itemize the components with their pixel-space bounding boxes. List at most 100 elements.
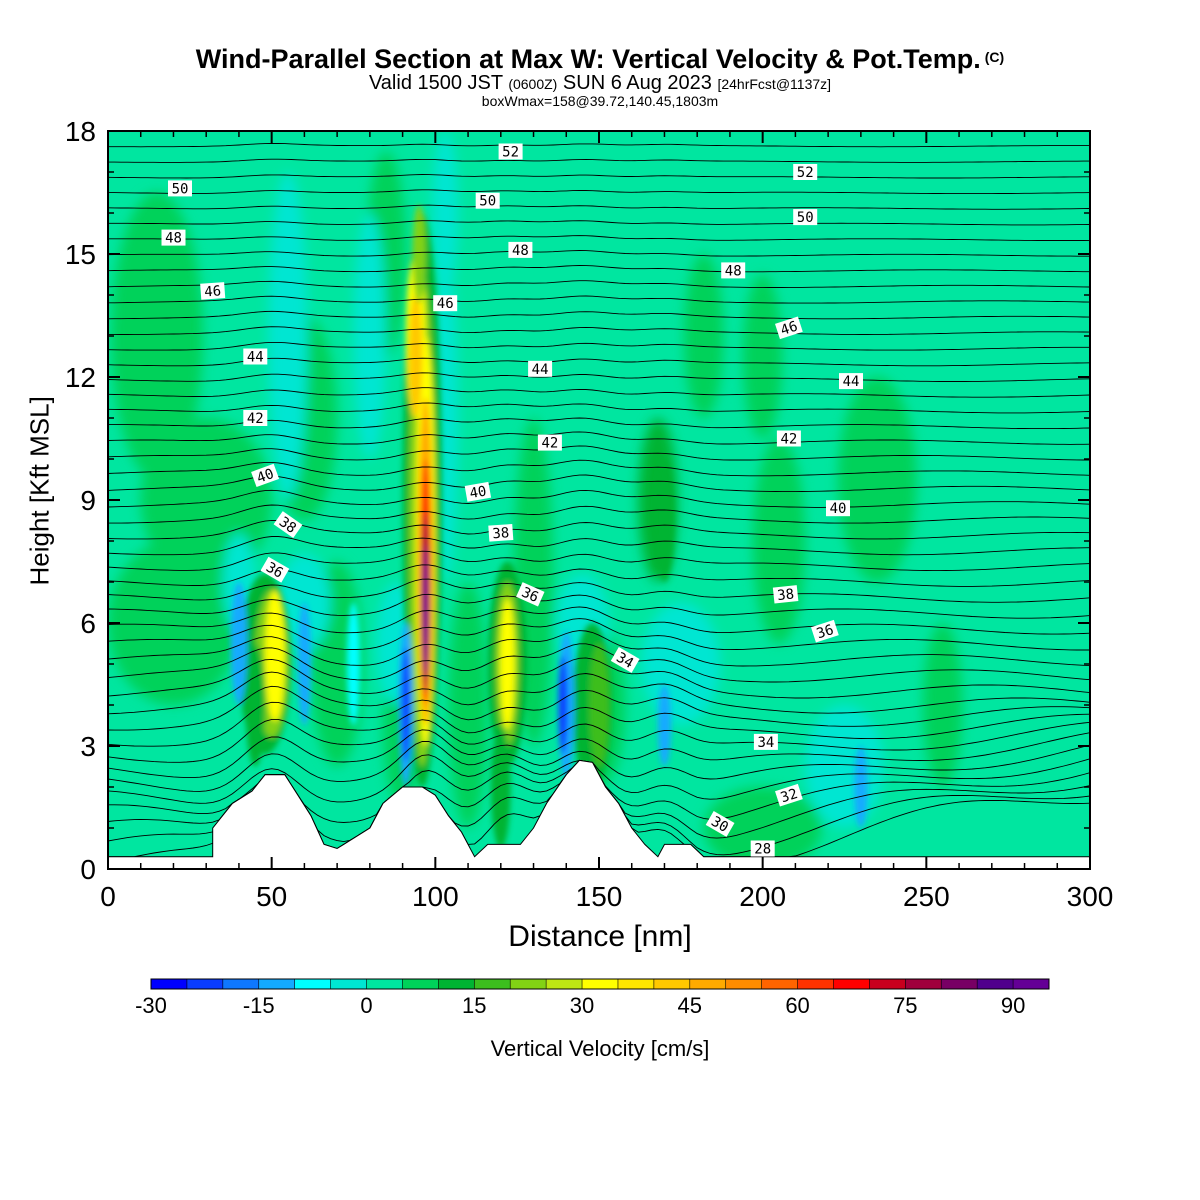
theta-label-box	[775, 783, 803, 807]
colorbar-swatch	[510, 979, 547, 989]
theta-contour-16	[108, 593, 1090, 619]
colorbar-swatch	[941, 979, 978, 989]
x-axis-label: Distance [nm]	[508, 920, 692, 953]
theta-contour-19	[108, 550, 1090, 572]
colorbar-swatch	[618, 979, 655, 989]
theta-contour-36	[108, 295, 1090, 304]
y-axis-label: Height [Kft MSL]	[24, 396, 55, 586]
velocity-field	[108, 131, 1090, 869]
chart-title: Wind-Parallel Section at Max W: Vertical…	[0, 44, 1200, 75]
theta-label-text: 36	[815, 622, 836, 642]
y-tick-label: 6	[80, 608, 96, 639]
colorbar-tick-label: 45	[678, 993, 702, 1018]
theta-label-box	[243, 410, 268, 426]
x-tick-label: 250	[903, 881, 950, 912]
colorbar-title: Vertical Velocity [cm/s]	[490, 1036, 710, 1061]
theta-label-text: 40	[468, 483, 487, 502]
theta-label-box	[200, 282, 226, 300]
theta-label-text: 46	[437, 296, 454, 312]
theta-contour-32	[108, 357, 1090, 367]
theta-label-box	[243, 348, 268, 365]
subtitle-utc: (0600Z)	[508, 76, 558, 92]
colorbar-swatch	[222, 979, 260, 989]
theta-label-box	[273, 511, 303, 539]
theta-label-34: 34	[610, 646, 640, 673]
colorbar-tick-label: -30	[135, 993, 167, 1018]
y-tick-label: 0	[80, 854, 96, 885]
field-core-16	[500, 598, 515, 730]
theta-label-box	[705, 810, 735, 837]
theta-label-text: 48	[165, 231, 182, 247]
theta-contour-27	[108, 431, 1090, 445]
terrain-profile	[107, 759, 1091, 870]
theta-label-50: 50	[475, 192, 500, 210]
theta-label-50: 50	[793, 209, 818, 226]
x-tick-label: 200	[739, 881, 786, 912]
theta-label-text: 36	[263, 559, 286, 581]
theta-label-text: 42	[780, 432, 797, 448]
theta-label-box	[537, 434, 562, 451]
theta-label-44: 44	[839, 373, 863, 390]
colorbar-tick-label: -15	[243, 993, 275, 1018]
subtitle-valid: Valid 1500 JST	[368, 72, 503, 94]
theta-label-box	[610, 646, 640, 673]
theta-label-text: 52	[797, 165, 814, 181]
theta-label-44: 44	[528, 360, 553, 378]
y-tick-label: 15	[65, 239, 96, 270]
theta-label-38: 38	[273, 511, 303, 539]
theta-label-40: 40	[251, 463, 280, 488]
theta-label-38: 38	[772, 585, 799, 604]
colorbar-swatch	[402, 979, 439, 989]
field-core-22	[401, 647, 410, 763]
y-tick-label: 3	[80, 731, 96, 762]
chart-subtitle: Valid 1500 JST (0600Z) SUN 6 Aug 2023 [2…	[0, 72, 1200, 95]
field-region-23	[641, 602, 721, 726]
theta-contour-6	[108, 729, 1090, 779]
theta-label-box	[260, 556, 290, 583]
colorbar-swatch	[438, 979, 475, 989]
colorbar-swatch	[905, 979, 942, 989]
theta-label-text: 38	[492, 525, 510, 542]
theta-label-box	[498, 143, 523, 160]
theta-label-text: 48	[512, 243, 529, 259]
field-region-16	[703, 787, 822, 869]
theta-label-box	[488, 523, 514, 542]
theta-contour-10	[108, 671, 1090, 715]
colorbar-swatch	[725, 979, 763, 989]
field-core-26	[297, 602, 311, 726]
theta-label-42: 42	[537, 434, 562, 452]
colorbar-swatch	[1013, 979, 1050, 989]
field-region-6	[837, 377, 917, 582]
theta-contour-34	[108, 326, 1090, 335]
colorbar-swatch	[330, 979, 367, 989]
theta-contour-29	[108, 402, 1090, 414]
theta-label-box	[161, 229, 186, 246]
theta-contour-20	[108, 536, 1090, 556]
theta-contour-46	[108, 143, 1090, 148]
field-region-17	[268, 172, 308, 500]
theta-label-text: 44	[843, 374, 860, 390]
theta-contour-41	[108, 220, 1090, 226]
theta-contour-21	[108, 519, 1090, 540]
x-tick-label: 300	[1067, 881, 1114, 912]
theta-contour-12	[108, 643, 1090, 683]
y-tick-label: 12	[65, 362, 96, 393]
theta-label-box	[508, 241, 533, 258]
theta-label-text: 34	[613, 650, 636, 672]
theta-contour-39	[108, 250, 1090, 257]
field-core-20	[490, 725, 511, 849]
theta-label-box	[516, 582, 545, 607]
colorbar-swatch	[797, 979, 834, 989]
theta-contour-45	[108, 158, 1090, 163]
theta-label-48: 48	[161, 229, 186, 247]
theta-label-box	[753, 733, 778, 750]
theta-contour-17	[108, 578, 1090, 603]
theta-label-46: 46	[433, 295, 458, 312]
field-core-24	[558, 655, 568, 755]
theta-contour-40	[108, 235, 1090, 241]
theta-contour-14	[108, 618, 1090, 651]
theta-label-box	[811, 619, 839, 643]
theta-contour-35	[108, 310, 1090, 320]
